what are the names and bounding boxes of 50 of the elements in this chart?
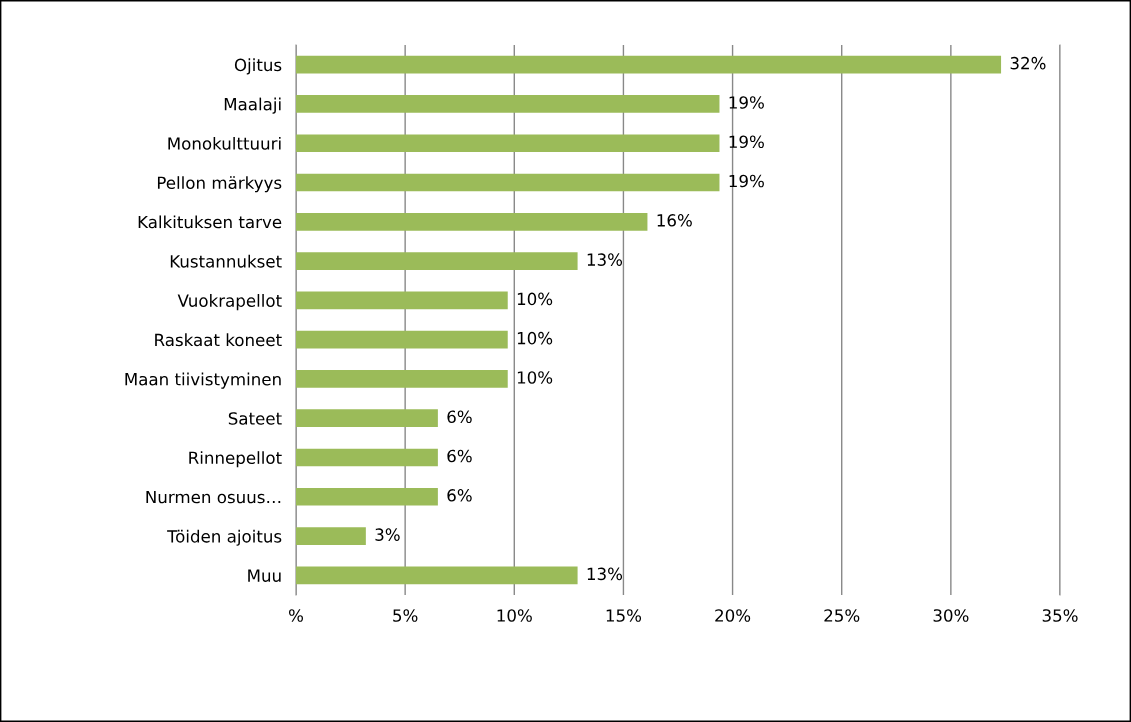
bar: [296, 487, 438, 506]
y-tick-label: Vuokrapellot: [177, 294, 282, 311]
data-label: 32%: [1010, 56, 1046, 70]
data-label: 10%: [517, 331, 553, 345]
bar: [296, 55, 1002, 74]
y-tick-label: Rinnepellot: [189, 451, 282, 468]
data-label: 13%: [587, 567, 623, 581]
data-label: 6%: [447, 489, 472, 502]
y-tick-label: Raskaat koneet: [155, 333, 282, 347]
bar: [296, 527, 366, 545]
bar: [296, 566, 578, 585]
x-tick-label: 30%: [933, 609, 969, 622]
bar: [296, 291, 508, 310]
data-label: 6%: [447, 410, 472, 424]
y-tick-label: Ojitus: [234, 58, 282, 75]
bar: [296, 409, 438, 428]
bar: [296, 252, 578, 270]
y-tick-label: Maan tiivistyminen: [125, 372, 281, 389]
bar: [296, 134, 720, 153]
bar: [296, 173, 720, 192]
bar: [296, 212, 648, 231]
y-tick-label: Nurmen osuus…: [146, 490, 281, 504]
x-tick-label: 5%: [393, 609, 418, 622]
y-tick-label: Maalaji: [224, 97, 281, 114]
data-label: 6%: [447, 449, 472, 463]
x-tick-label: %: [289, 609, 303, 622]
data-label: 19%: [729, 96, 764, 109]
data-label: 19%: [729, 135, 764, 149]
x-tick-label: 35%: [1042, 609, 1078, 622]
y-tick-label: Muu: [248, 569, 281, 582]
data-label: 3%: [375, 528, 400, 541]
x-tick-label: 20%: [715, 609, 751, 622]
data-label: 16%: [657, 214, 692, 227]
y-tick-label: Pellon märkyys: [157, 176, 282, 193]
y-tick-label: Monokulttuuri: [168, 136, 281, 150]
x-tick-label: 10%: [497, 609, 532, 622]
data-label: 10%: [517, 292, 553, 306]
y-tick-label: Kustannukset: [170, 254, 282, 268]
y-tick-label: Sateet: [228, 412, 282, 425]
x-tick-label: 15%: [606, 609, 642, 622]
bar: [296, 370, 508, 388]
x-tick-label: 25%: [824, 609, 860, 622]
y-tick-label: Töiden ajoitus: [167, 529, 282, 546]
data-label: 19%: [729, 174, 764, 188]
data-label: 13%: [587, 253, 623, 266]
bar: [296, 330, 508, 349]
data-label: 10%: [517, 371, 553, 384]
bar: [296, 448, 438, 467]
y-tick-label: Kalkituksen tarve: [138, 215, 282, 229]
bar: [296, 95, 720, 113]
